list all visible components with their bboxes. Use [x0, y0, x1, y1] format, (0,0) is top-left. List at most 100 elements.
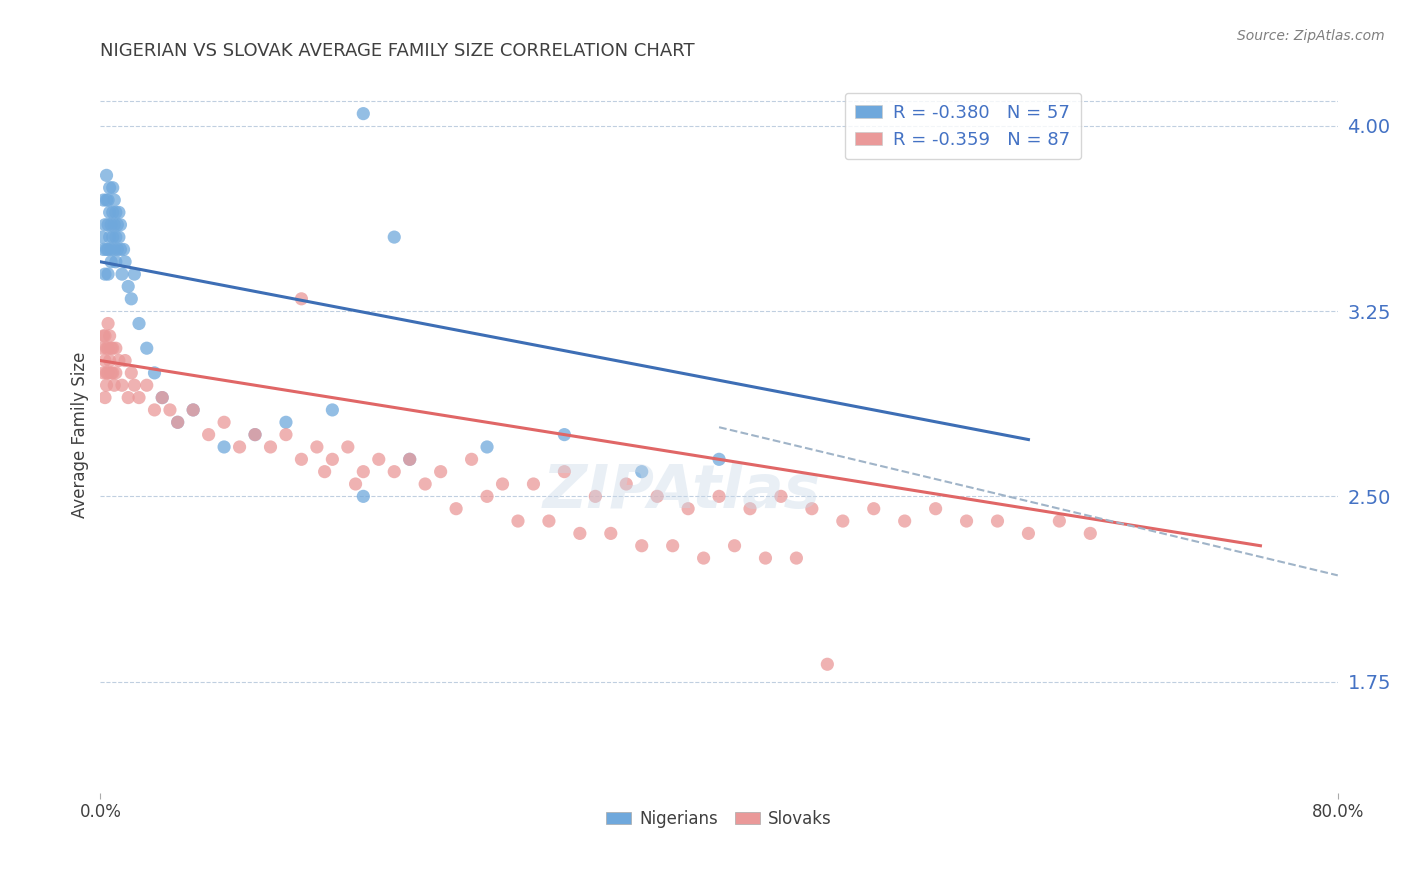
Point — [166, 415, 188, 429]
Point — [893, 514, 915, 528]
Point — [120, 292, 142, 306]
Point — [181, 403, 204, 417]
Point — [723, 539, 745, 553]
Point — [599, 526, 621, 541]
Point — [159, 403, 181, 417]
Point — [955, 514, 977, 528]
Point — [314, 465, 336, 479]
Point — [831, 514, 853, 528]
Point — [321, 452, 343, 467]
Point — [661, 539, 683, 553]
Point — [522, 477, 544, 491]
Point — [243, 427, 266, 442]
Point — [96, 378, 118, 392]
Point — [166, 415, 188, 429]
Point — [128, 317, 150, 331]
Point — [97, 317, 120, 331]
Point — [676, 501, 699, 516]
Point — [124, 378, 146, 392]
Point — [96, 169, 118, 183]
Point — [583, 489, 606, 503]
Point — [100, 341, 122, 355]
Point — [105, 243, 128, 257]
Point — [924, 501, 946, 516]
Point — [98, 329, 121, 343]
Point — [96, 243, 118, 257]
Point — [862, 501, 884, 516]
Point — [128, 391, 150, 405]
Point — [97, 267, 120, 281]
Point — [117, 279, 139, 293]
Point — [90, 230, 112, 244]
Point — [98, 180, 121, 194]
Point — [290, 292, 312, 306]
Text: NIGERIAN VS SLOVAK AVERAGE FAMILY SIZE CORRELATION CHART: NIGERIAN VS SLOVAK AVERAGE FAMILY SIZE C… — [100, 42, 695, 60]
Point — [692, 551, 714, 566]
Point — [181, 403, 204, 417]
Point — [90, 341, 112, 355]
Point — [103, 193, 125, 207]
Point — [290, 452, 312, 467]
Point — [274, 427, 297, 442]
Point — [120, 366, 142, 380]
Point — [321, 403, 343, 417]
Point — [94, 218, 117, 232]
Point — [212, 415, 235, 429]
Point — [94, 267, 117, 281]
Point — [100, 254, 122, 268]
Point — [101, 205, 124, 219]
Point — [103, 378, 125, 392]
Point — [506, 514, 529, 528]
Point — [104, 366, 127, 380]
Point — [769, 489, 792, 503]
Point — [97, 341, 120, 355]
Point — [367, 452, 389, 467]
Point — [97, 243, 120, 257]
Point — [352, 489, 374, 503]
Point — [259, 440, 281, 454]
Point — [100, 218, 122, 232]
Point — [135, 341, 157, 355]
Point — [104, 230, 127, 244]
Point — [93, 366, 115, 380]
Point — [344, 477, 367, 491]
Point — [117, 391, 139, 405]
Point — [645, 489, 668, 503]
Point — [553, 427, 575, 442]
Point — [98, 353, 121, 368]
Point — [97, 193, 120, 207]
Point — [228, 440, 250, 454]
Point — [94, 353, 117, 368]
Point — [614, 477, 637, 491]
Point — [475, 440, 498, 454]
Point — [352, 106, 374, 120]
Point — [101, 366, 124, 380]
Point — [800, 501, 823, 516]
Point — [785, 551, 807, 566]
Point — [93, 243, 115, 257]
Point — [754, 551, 776, 566]
Legend: Nigerians, Slovaks: Nigerians, Slovaks — [599, 803, 838, 834]
Point — [124, 267, 146, 281]
Point — [212, 440, 235, 454]
Point — [382, 230, 405, 244]
Point — [97, 218, 120, 232]
Point — [553, 465, 575, 479]
Point — [103, 218, 125, 232]
Point — [986, 514, 1008, 528]
Point — [98, 230, 121, 244]
Point — [197, 427, 219, 442]
Point — [444, 501, 467, 516]
Point — [143, 366, 166, 380]
Point — [110, 243, 132, 257]
Point — [103, 243, 125, 257]
Point — [352, 465, 374, 479]
Point — [413, 477, 436, 491]
Text: ZIPAtlas: ZIPAtlas — [543, 462, 821, 522]
Point — [537, 514, 560, 528]
Point — [1078, 526, 1101, 541]
Point — [101, 180, 124, 194]
Point — [101, 341, 124, 355]
Point — [104, 341, 127, 355]
Point — [111, 378, 134, 392]
